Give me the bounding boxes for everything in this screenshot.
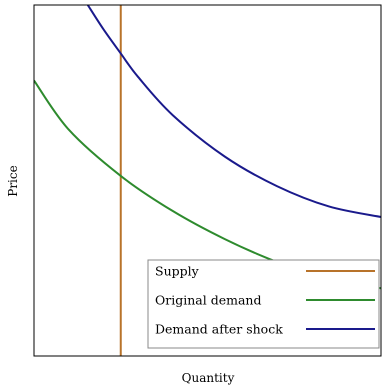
- legend-item-supply: Supply: [155, 264, 375, 279]
- y-axis-label: Price: [6, 165, 20, 196]
- legend: Supply Original demand Demand after shock: [147, 259, 380, 349]
- legend-box: [147, 259, 380, 349]
- legend-item-demand-after-shock: Demand after shock: [155, 322, 375, 337]
- legend-label-original-demand: Original demand: [155, 293, 261, 308]
- plot-frame: [33, 4, 382, 357]
- x-axis-label: Quantity: [182, 371, 235, 385]
- legend-label-demand-after-shock: Demand after shock: [155, 322, 283, 337]
- legend-label-supply: Supply: [155, 264, 200, 279]
- legend-item-original-demand: Original demand: [155, 293, 375, 308]
- series-line-demand-after-shock: [86, 5, 381, 218]
